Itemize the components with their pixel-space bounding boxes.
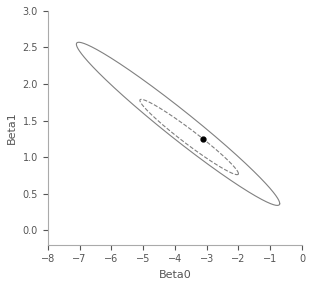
Y-axis label: Beta1: Beta1 xyxy=(7,111,17,144)
X-axis label: Beta0: Beta0 xyxy=(158,270,191,280)
